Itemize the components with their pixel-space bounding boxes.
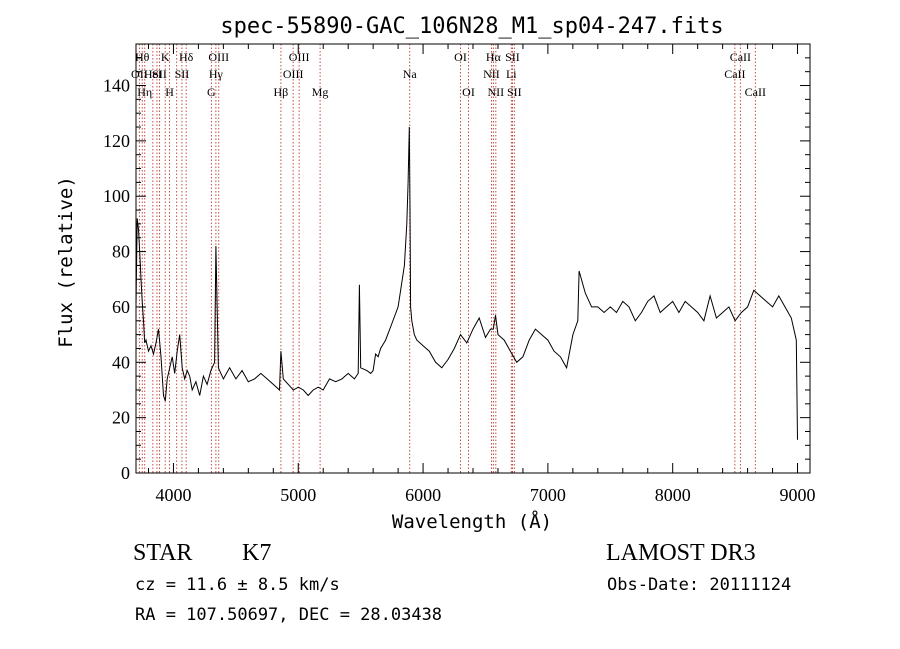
line-label: NII (488, 85, 505, 99)
line-label: OIII (289, 50, 310, 64)
line-label: H (165, 85, 174, 99)
y-tick-label: 60 (112, 297, 130, 317)
y-tick-label: 100 (103, 186, 130, 206)
x-axis-label: Wavelength (Å) (392, 510, 552, 533)
line-label: SII (175, 67, 190, 81)
x-axis-ticks: 4000 5000 6000 7000 8000 9000 (147, 44, 816, 505)
redshift-text: cz = 11.6 ± 8.5 km/s (135, 575, 340, 595)
line-label: Mg (312, 85, 329, 99)
x-tick-label: 7000 (530, 485, 566, 505)
y-tick-label: 120 (103, 131, 130, 151)
line-label: Hβ (274, 85, 289, 99)
line-label: CaII (730, 50, 751, 64)
line-label: HeI (144, 67, 162, 81)
obs-date-text: Obs-Date: 20111124 (607, 575, 791, 595)
y-tick-label: 140 (103, 76, 130, 96)
line-label: SII (507, 85, 522, 99)
line-label: Hη (137, 85, 152, 99)
coordinates-text: RA = 107.50697, DEC = 28.03438 (135, 605, 442, 625)
y-axis-ticks: 0 20 40 60 80 100 120 140 (103, 57, 810, 483)
x-tick-label: 8000 (655, 485, 691, 505)
plot-frame (135, 43, 811, 474)
x-tick-label: 6000 (405, 485, 441, 505)
line-label: Hδ (179, 50, 194, 64)
line-label: OI (454, 50, 467, 64)
object-subclass: K7 (242, 540, 271, 566)
line-label: K (161, 50, 170, 64)
y-tick-label: 20 (112, 408, 130, 428)
line-label: SII (505, 50, 520, 64)
survey-name: LAMOST DR3 (606, 540, 756, 566)
line-label: Li (506, 67, 517, 81)
line-label: SII (152, 67, 167, 81)
y-axis-label: Flux (relative) (55, 176, 77, 348)
x-tick-label: 9000 (780, 485, 816, 505)
y-tick-label: 40 (112, 352, 130, 372)
line-label: Hθ (135, 50, 150, 64)
line-label: G (207, 85, 216, 99)
y-tick-label: 0 (121, 463, 130, 483)
line-label: CaII (724, 67, 745, 81)
line-label: OII (131, 67, 148, 81)
spectral-line-labels: OIIHθHηHeISIIKHSIIHδGHγOIIIHβOIIIOIIIMgN… (131, 50, 766, 99)
line-label: Hγ (209, 67, 224, 81)
spectrum-series (135, 126, 798, 440)
line-label: OIII (283, 67, 304, 81)
x-tick-label: 4000 (155, 485, 191, 505)
x-tick-label: 5000 (280, 485, 316, 505)
object-class: STAR (133, 540, 192, 566)
line-label: OIII (208, 50, 229, 64)
spectral-line-markers (138, 44, 756, 473)
line-label: NII (483, 67, 500, 81)
line-label: Na (403, 67, 418, 81)
y-tick-label: 80 (112, 242, 130, 262)
line-label: Hα (486, 50, 502, 64)
line-label: CaII (745, 85, 766, 99)
chart-title: spec-55890-GAC_106N28_M1_sp04-247.fits (220, 14, 723, 39)
line-label: OI (462, 85, 475, 99)
